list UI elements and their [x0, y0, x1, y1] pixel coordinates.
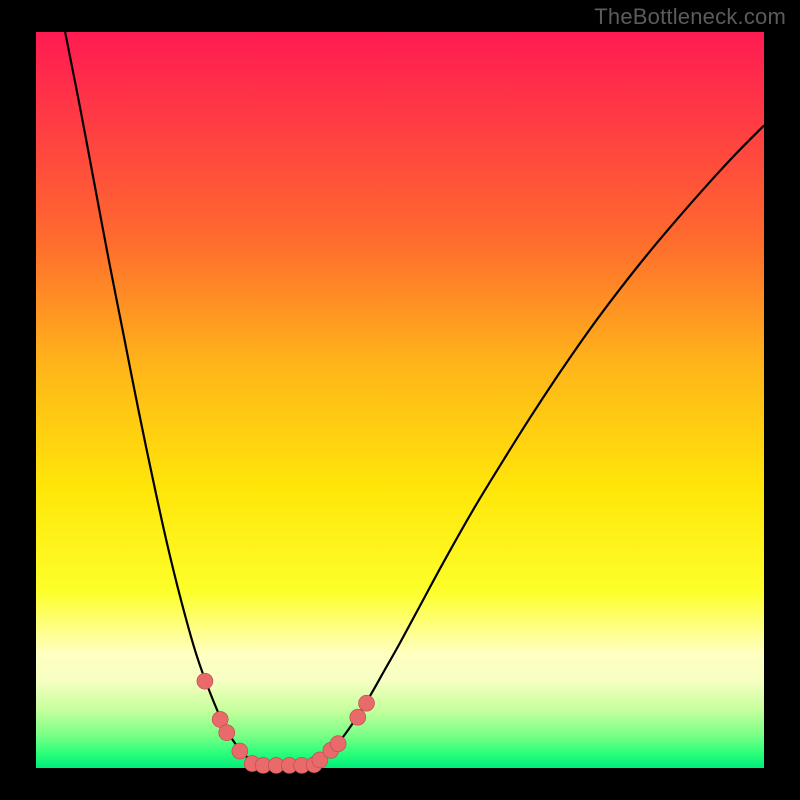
data-marker: [219, 725, 235, 741]
data-marker: [197, 673, 213, 689]
data-marker: [330, 736, 346, 752]
bottleneck-curve-chart: [0, 0, 800, 800]
data-marker: [359, 695, 375, 711]
data-marker: [350, 709, 366, 725]
data-marker: [232, 743, 248, 759]
plot-background: [36, 32, 764, 768]
watermark-text: TheBottleneck.com: [594, 4, 786, 30]
